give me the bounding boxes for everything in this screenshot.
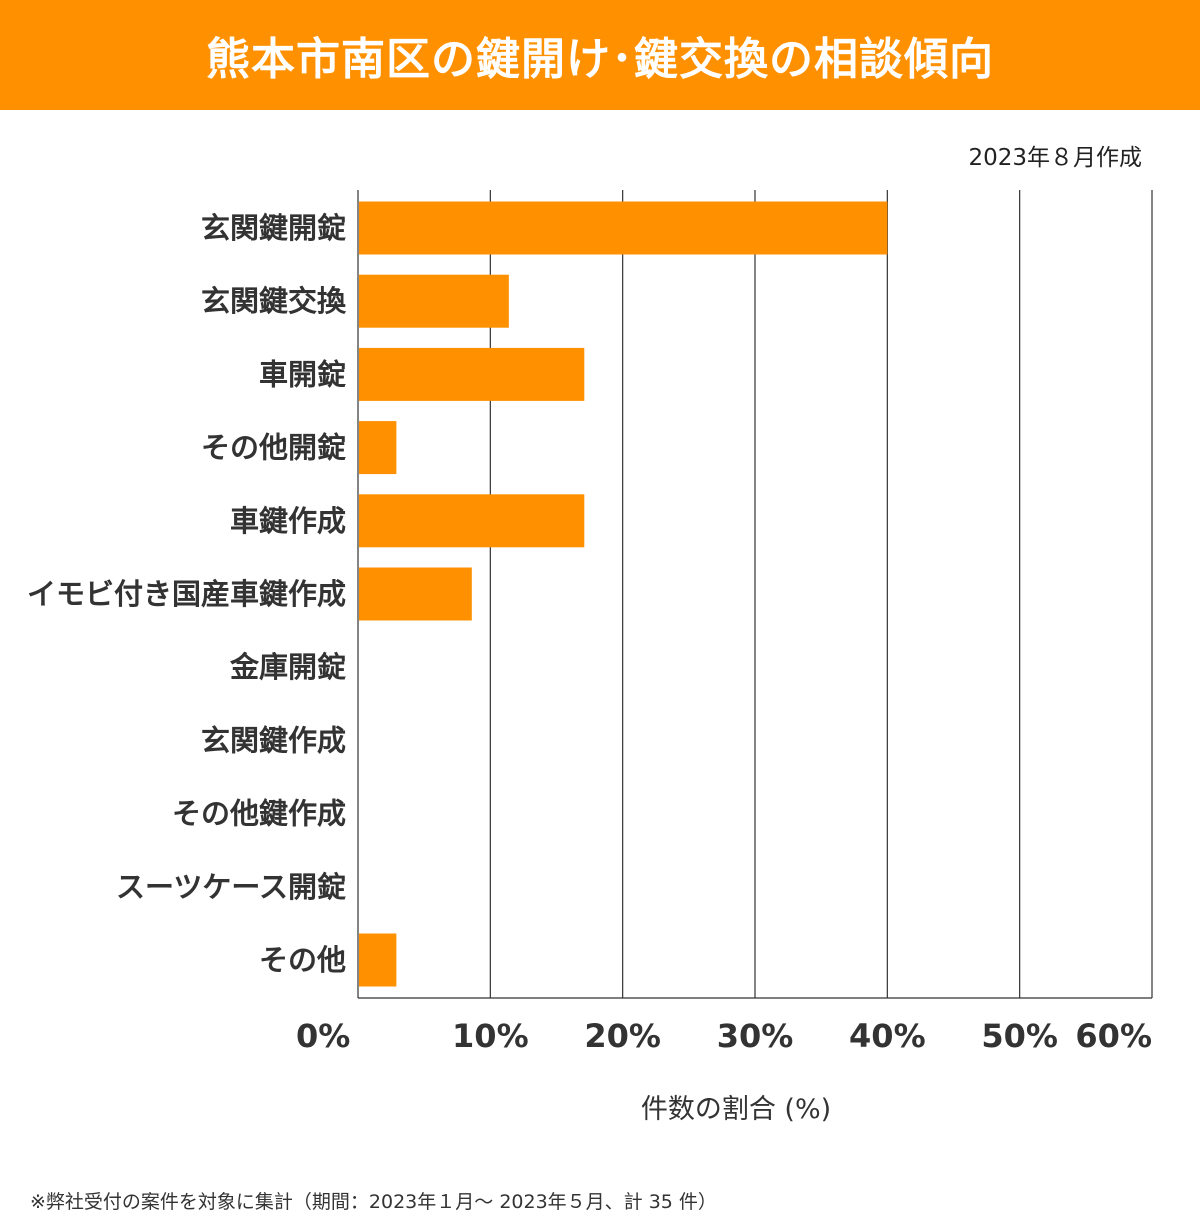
category-label-1: 玄関鍵開錠 bbox=[201, 211, 346, 245]
title-bar: 熊本市南区の鍵開け･鍵交換の相談傾向 bbox=[0, 0, 1200, 110]
category-label-6: イモビ付き国産車鍵作成 bbox=[27, 577, 346, 611]
bar-2 bbox=[359, 274, 509, 328]
tick-label-10: 10% bbox=[452, 1017, 529, 1055]
bar-5 bbox=[359, 494, 585, 548]
category-label-2: 玄関鍵交換 bbox=[201, 284, 347, 318]
category-label-8: 玄関鍵作成 bbox=[201, 723, 346, 757]
tick-label-40: 40% bbox=[849, 1017, 926, 1055]
category-label-4: その他開錠 bbox=[201, 431, 346, 465]
x-axis-title: 件数の割合 (%) bbox=[641, 1094, 831, 1125]
bar-4 bbox=[359, 421, 397, 475]
bar-1 bbox=[359, 201, 888, 255]
category-label-11: その他 bbox=[259, 943, 346, 977]
bar-chart: 玄関鍵開錠玄関鍵交換車開錠その他開錠車鍵作成イモビ付き国産車鍵作成金庫開錠玄関鍵… bbox=[27, 190, 1153, 1125]
bar-3 bbox=[359, 347, 585, 401]
category-label-9: その他鍵作成 bbox=[172, 797, 346, 831]
category-label-3: 車開錠 bbox=[259, 357, 346, 391]
category-label-10: スーツケース開錠 bbox=[116, 870, 346, 904]
footnote: ※弊社受付の案件を対象に集計（期間：2023年１月～ 2023年５月、計 35 … bbox=[30, 1191, 717, 1213]
bar-6 bbox=[359, 567, 472, 621]
category-label-5: 車鍵作成 bbox=[230, 504, 346, 538]
tick-label-0: 0% bbox=[296, 1017, 350, 1055]
creation-date: 2023年８月作成 bbox=[968, 145, 1142, 171]
chart-title: 熊本市南区の鍵開け･鍵交換の相談傾向 bbox=[206, 34, 994, 85]
tick-label-20: 20% bbox=[584, 1017, 661, 1055]
category-label-7: 金庫開錠 bbox=[229, 650, 346, 684]
tick-label-60: 60% bbox=[1075, 1017, 1152, 1055]
tick-label-30: 30% bbox=[717, 1017, 794, 1055]
bar-11 bbox=[359, 933, 397, 987]
tick-label-50: 50% bbox=[981, 1017, 1058, 1055]
